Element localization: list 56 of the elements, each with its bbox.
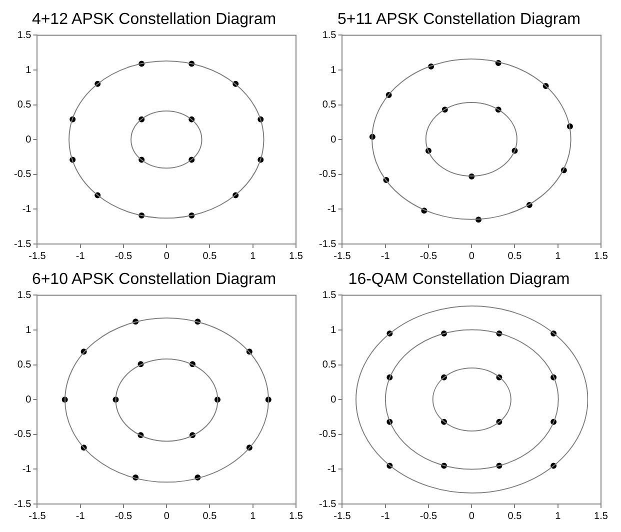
x-tick-label: 0.5: [508, 250, 522, 262]
y-tick-label: -1: [22, 204, 32, 215]
y-tick-label: 1.5: [17, 30, 32, 41]
x-tick-label: 1: [555, 510, 562, 522]
y-tick-label: -1: [327, 464, 337, 475]
x-tick-label: 1: [250, 510, 256, 522]
y-tick-label: 0.5: [17, 100, 32, 111]
x-tick-label: 0: [164, 510, 170, 522]
y-tick-label: 1: [330, 64, 337, 76]
y-tick-label: 1: [26, 324, 32, 336]
x-tick-label: 1.5: [594, 250, 608, 262]
x-tick-label: 0.5: [508, 510, 522, 522]
y-tick-label: 0: [26, 394, 32, 406]
y-tick-label: 1: [330, 324, 337, 336]
x-tick-label: -0.5: [420, 250, 438, 262]
chart-title: 5+11 APSK Constellation Diagram: [338, 11, 580, 28]
y-tick-label: -0.5: [318, 429, 337, 440]
x-tick-label: -1: [380, 510, 390, 522]
y-tick-label: 0: [330, 394, 337, 406]
y-tick-label: -0.5: [14, 429, 32, 440]
x-tick-label: 1.5: [289, 510, 304, 522]
x-tick-label: 0: [468, 510, 475, 522]
y-tick-label: -1.5: [14, 238, 32, 250]
y-tick-label: 1: [26, 64, 32, 76]
x-tick-label: 0: [164, 250, 170, 262]
x-tick-label: 0: [468, 250, 475, 262]
y-tick-label: 0.5: [322, 360, 337, 371]
y-tick-label: 0: [330, 134, 337, 146]
y-tick-label: -1.5: [14, 498, 32, 510]
x-tick-label: 1: [555, 250, 562, 262]
y-tick-label: -1.5: [318, 238, 337, 250]
y-tick-label: 0.5: [322, 100, 337, 111]
x-tick-label: -0.5: [114, 510, 133, 522]
y-tick-label: 1.5: [322, 290, 337, 301]
y-tick-label: 0: [26, 134, 32, 146]
y-tick-label: -1: [22, 464, 32, 475]
y-tick-label: -1.5: [318, 498, 337, 510]
y-tick-label: -0.5: [14, 169, 32, 180]
x-tick-label: 0.5: [202, 510, 218, 522]
y-tick-label: -0.5: [318, 169, 337, 180]
x-tick-label: 1.5: [289, 250, 304, 262]
chart-title: 16-QAM Constellation Diagram: [348, 271, 570, 288]
x-tick-label: -0.5: [420, 510, 438, 522]
chart-title: 4+12 APSK Constellation Diagram: [32, 11, 276, 28]
x-tick-label: 1: [250, 250, 256, 262]
y-tick-label: 0.5: [17, 360, 32, 371]
x-tick-label: -0.5: [114, 250, 133, 262]
x-tick-label: 0.5: [202, 250, 218, 262]
x-tick-label: -1: [76, 510, 86, 522]
y-tick-label: 1.5: [17, 290, 32, 301]
chart-title: 6+10 APSK Constellation Diagram: [32, 271, 276, 288]
y-tick-label: 1.5: [322, 30, 337, 41]
x-tick-label: -1: [380, 250, 390, 262]
x-tick-label: 1.5: [594, 510, 608, 522]
x-tick-label: -1: [76, 250, 86, 262]
y-tick-label: -1: [327, 204, 337, 215]
